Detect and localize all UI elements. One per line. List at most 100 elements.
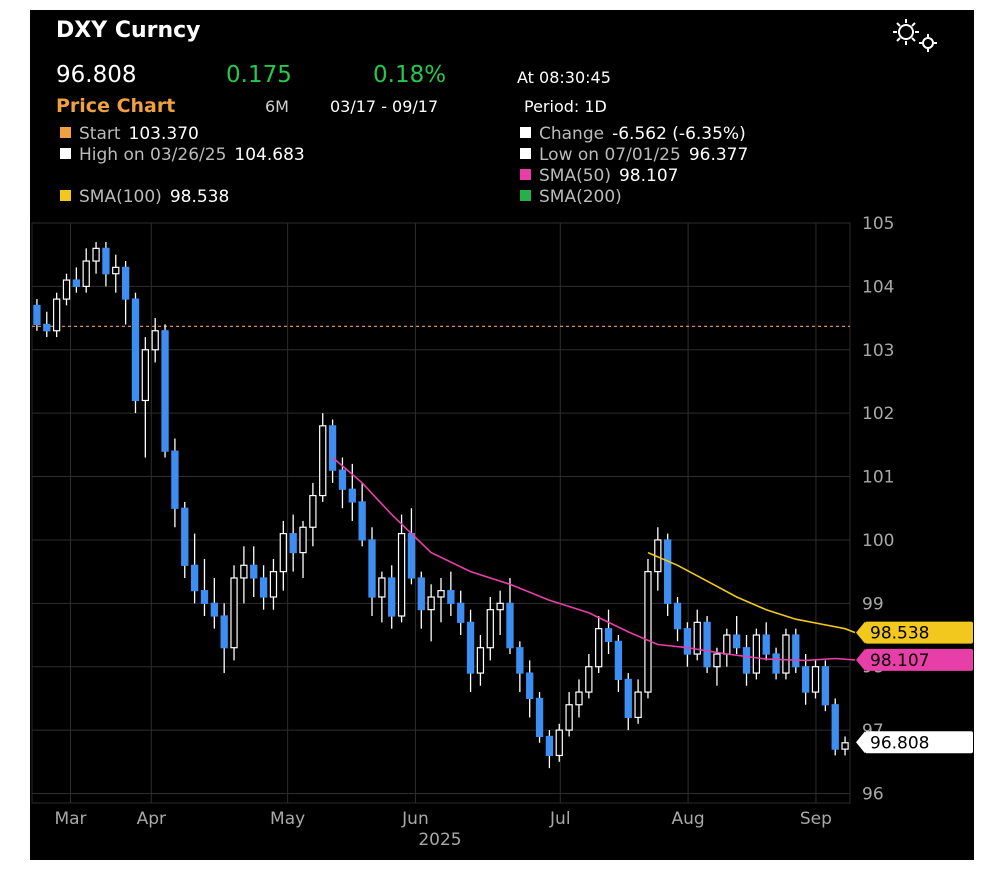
sma50-line <box>332 456 855 662</box>
y-tick-label: 101 <box>862 468 894 488</box>
candle-body <box>397 533 406 617</box>
candle-body <box>792 634 800 668</box>
period-selector[interactable]: Period: 1D <box>524 97 607 116</box>
y-tick-label: 99 <box>862 594 884 614</box>
candle-body <box>466 621 475 674</box>
ticker-title: DXY Curncy <box>56 18 201 43</box>
candle-body <box>269 571 278 598</box>
candle-body <box>831 704 839 750</box>
candle-body <box>801 666 810 693</box>
candle-body <box>614 640 623 680</box>
candle-body <box>289 533 297 554</box>
candle-body <box>476 647 485 674</box>
y-tick-label: 105 <box>862 214 894 234</box>
y-tick-label: 104 <box>862 277 894 297</box>
gear-icon[interactable] <box>888 14 948 54</box>
candle-body <box>181 507 189 566</box>
chart-window: DXY Curncy 96.808 0.175 0.18% At 08:30:4… <box>30 10 974 860</box>
legend-start: Start 103.370 <box>60 124 199 144</box>
timestamp: At 08:30:45 <box>517 68 611 87</box>
last-price: 96.808 <box>56 62 137 88</box>
x-year-label: 2025 <box>418 830 461 850</box>
legend-high: High on 03/26/25 104.683 <box>60 145 305 165</box>
candle-body <box>43 323 51 332</box>
candle-body <box>62 279 71 300</box>
value-badge <box>865 731 973 754</box>
candle-body <box>427 596 435 611</box>
percent-change: 0.18% <box>373 62 447 88</box>
change-swatch <box>520 127 531 138</box>
candle-body <box>535 697 544 738</box>
candle-body <box>328 425 337 471</box>
candle-body <box>72 279 81 287</box>
candle-body <box>496 602 504 611</box>
y-tick-label: 100 <box>862 531 894 551</box>
price-chart[interactable]: 10510410310210110099989796MarAprMayJunJu… <box>30 10 974 860</box>
candle-body <box>358 501 366 541</box>
candle-body <box>673 602 682 630</box>
x-tick-label: Sep <box>800 809 832 829</box>
net-change: 0.175 <box>226 62 292 88</box>
x-tick-label: Aug <box>672 809 705 829</box>
candle-body <box>319 425 327 497</box>
candle-body <box>190 564 199 592</box>
candle-body <box>92 247 100 262</box>
candle-body <box>713 653 721 668</box>
x-tick-label: Jul <box>549 809 571 829</box>
badge-label: 96.808 <box>870 733 929 753</box>
candle-body <box>772 653 780 674</box>
candle-body <box>230 577 238 649</box>
candle-body <box>644 571 652 693</box>
sma100-line <box>647 551 856 634</box>
plot-area <box>31 222 851 804</box>
candle-body <box>437 590 445 598</box>
low-swatch <box>520 148 531 159</box>
legend-sma200: SMA(200) <box>520 187 622 207</box>
candle-body <box>585 666 593 693</box>
sma200-swatch <box>520 190 531 201</box>
candle-body <box>299 526 307 554</box>
candle-body <box>575 691 583 706</box>
candle-body <box>841 742 849 750</box>
high-swatch <box>60 148 71 159</box>
legend-low: Low on 07/01/25 96.377 <box>520 145 748 165</box>
candle-body <box>417 577 425 611</box>
candle-body <box>664 539 672 604</box>
range-selector[interactable]: 6M <box>265 97 289 116</box>
candle-body <box>526 672 534 700</box>
candle-body <box>250 564 258 579</box>
badge-label: 98.538 <box>870 624 929 644</box>
candle-body <box>259 577 268 598</box>
candle-body <box>220 615 228 649</box>
candle-body <box>131 298 140 402</box>
y-tick-label: 102 <box>862 404 894 424</box>
badge-pointer <box>856 731 865 754</box>
candle-body <box>733 634 741 649</box>
legend-sma100: SMA(100) 98.538 <box>60 187 229 207</box>
candle-body <box>407 533 416 579</box>
legend-change: Change -6.562 (-6.35%) <box>520 124 746 144</box>
candle-body <box>210 602 218 617</box>
candle-body <box>151 330 159 351</box>
candle-body <box>33 304 41 326</box>
badge-pointer <box>856 648 865 671</box>
x-tick-label: Mar <box>54 809 86 829</box>
candle-body <box>486 609 494 649</box>
candle-body <box>604 628 613 642</box>
candle-body <box>240 564 248 579</box>
badge-label: 98.107 <box>870 651 929 671</box>
y-tick-label: 103 <box>862 341 894 361</box>
candle-body <box>279 533 287 573</box>
date-range[interactable]: 03/17 - 09/17 <box>330 97 439 116</box>
candle-body <box>624 678 632 719</box>
candle-body <box>368 539 376 598</box>
start-swatch <box>60 127 71 138</box>
candle-body <box>388 577 396 617</box>
candle-body <box>161 330 169 452</box>
sma50-swatch <box>520 169 531 180</box>
x-tick-label: Jun <box>401 809 429 829</box>
candle-body <box>516 647 524 674</box>
candle-body <box>634 691 642 719</box>
candle-body <box>457 602 465 623</box>
candle-body <box>742 647 751 674</box>
